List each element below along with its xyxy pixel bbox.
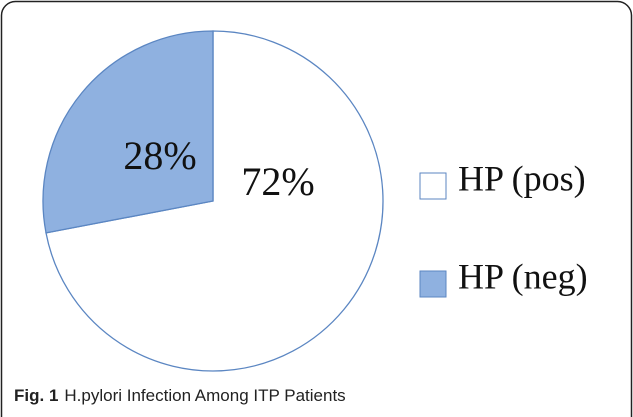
pie-slice (45, 30, 384, 372)
legend-label: HP (neg) (458, 256, 588, 296)
legend-swatch (419, 270, 447, 298)
chart-title: H.pylori Infection Among ITP Patients (64, 386, 345, 405)
pie-slice (42, 30, 214, 234)
data-label: 72% (241, 159, 314, 204)
caption: Fig. 1 H.pylori Infection Among ITP Patie… (14, 386, 346, 405)
legend-label: HP (pos) (458, 158, 586, 198)
figure-label: Fig. 1 (14, 386, 58, 405)
legend-swatch (419, 172, 447, 200)
data-label: 28% (123, 133, 196, 178)
